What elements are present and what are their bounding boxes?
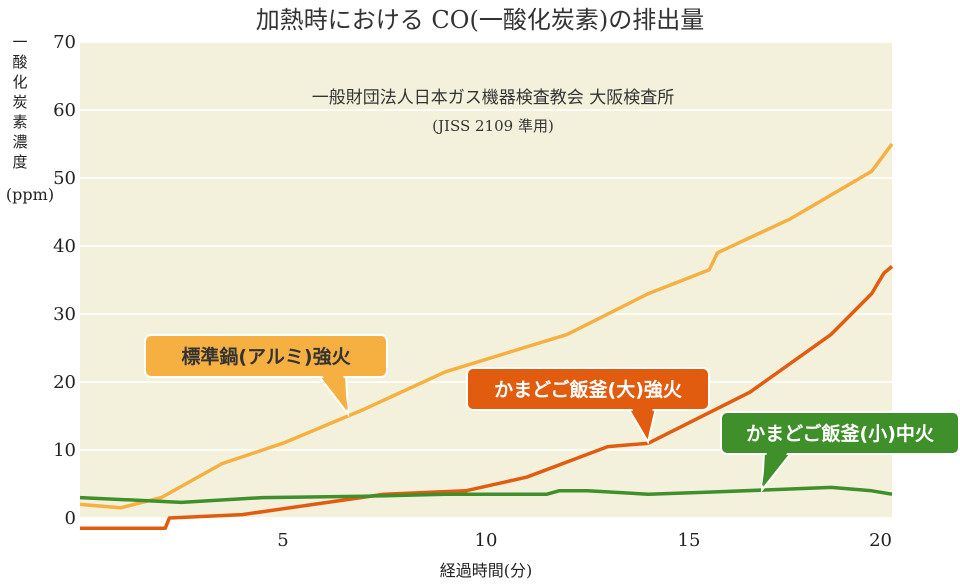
series-label: かまどご飯釜(大)強火 xyxy=(494,378,683,401)
y-tick-label: 70 xyxy=(53,32,76,53)
callout-pointer-fill xyxy=(762,451,789,486)
y-axis-label-char: 化 xyxy=(12,73,27,91)
x-tick-label: 5 xyxy=(277,530,288,551)
y-axis-label-char: 炭 xyxy=(12,93,27,111)
x-tick-label: 10 xyxy=(475,530,498,551)
y-tick-label: 30 xyxy=(53,304,76,325)
chart-title: 加熱時における CO(一酸化炭素)の排出量 xyxy=(256,6,704,34)
y-tick-label: 60 xyxy=(53,100,76,121)
series-line-3 xyxy=(79,485,893,505)
callout-pointer-fill xyxy=(631,407,653,438)
series-callout-1: 標準鍋(アルミ)強火 xyxy=(144,334,388,418)
x-tick-label: 20 xyxy=(869,530,892,551)
y-axis-label-char: 素 xyxy=(12,113,27,131)
series-callout-2: かまどご飯釜(大)強火 xyxy=(466,367,710,445)
y-tick-label: 50 xyxy=(53,168,76,189)
series-line-1 xyxy=(79,142,894,510)
series-callout-3: かまどご飯釜(小)中火 xyxy=(720,411,960,494)
y-tick-label: 40 xyxy=(53,236,76,257)
x-tick-labels: 5 10 15 20 xyxy=(277,530,892,551)
y-tick-label: 10 xyxy=(53,440,76,461)
y-axis-label-char: 一 xyxy=(12,33,27,51)
callout-box xyxy=(144,334,388,378)
series-label: かまどご飯釜(小)中火 xyxy=(746,422,935,445)
x-axis-label: 経過時間(分) xyxy=(440,561,533,580)
callout-pointer-fill xyxy=(321,374,348,410)
source-note: 一般財団法人日本ガス機器検査教会 大阪検査所 xyxy=(312,88,674,108)
standard-note: (JISS 2109 準用) xyxy=(432,117,554,135)
y-axis-label-char: 濃 xyxy=(12,133,27,151)
series-label: 標準鍋(アルミ)強火 xyxy=(181,345,351,368)
y-tick-label: 20 xyxy=(53,372,76,393)
y-axis-label-char: 度 xyxy=(12,153,27,171)
series-lines xyxy=(79,142,894,530)
callout-box xyxy=(466,367,710,411)
series-line-2 xyxy=(80,265,894,530)
y-tick-label: 0 xyxy=(65,508,76,529)
y-axis-label-char: 酸 xyxy=(12,53,27,71)
callout-box xyxy=(720,411,960,455)
x-tick-label: 15 xyxy=(678,530,701,551)
y-tick-labels: 0 10 20 30 40 50 60 70 xyxy=(53,32,76,529)
y-axis-unit: (ppm) xyxy=(6,185,54,204)
